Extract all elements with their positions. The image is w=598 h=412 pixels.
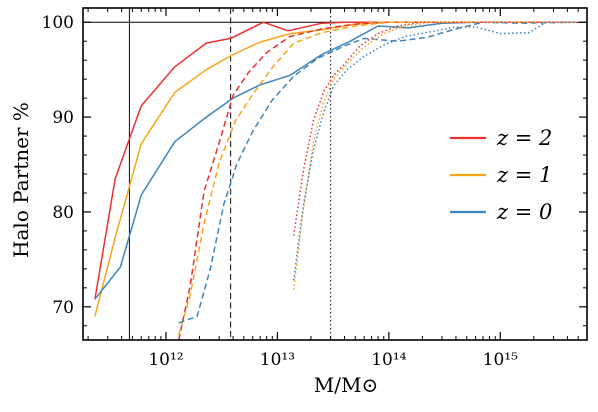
x-axis-label: M/M⊙ [314, 373, 378, 397]
y-tick-label: 70 [52, 298, 74, 318]
x-tick-label: 10¹⁴ [371, 350, 406, 370]
x-tick-label: 10¹⁵ [483, 350, 518, 370]
series-line-dashed-z1 [177, 21, 579, 336]
y-axis-label: Halo Partner % [9, 102, 33, 258]
legend: z = 2 z = 1 z = 0 [450, 126, 552, 224]
legend-label: z = 1 [496, 163, 552, 187]
series-line-solid-z0 [94, 21, 579, 300]
x-tick-label: 10¹² [148, 350, 183, 370]
legend-label: z = 0 [496, 200, 552, 224]
plot-lines [83, 8, 587, 340]
y-tick-label: 90 [52, 108, 74, 128]
series-line-solid-z2 [94, 21, 579, 300]
series-line-dotted-z2 [292, 21, 579, 236]
y-tick-label: 80 [52, 203, 74, 223]
series-line-dotted-z1 [292, 21, 579, 290]
legend-label: z = 2 [496, 126, 552, 150]
axis-ticks: 10¹² 10¹³ 10¹⁴ 10¹⁵ 70 80 90 100 [42, 8, 588, 370]
y-tick-label: 100 [42, 13, 74, 33]
series-line-dashed-z2 [177, 21, 579, 340]
x-tick-label: 10¹³ [260, 350, 295, 370]
series-line-dotted-z0 [292, 21, 579, 281]
